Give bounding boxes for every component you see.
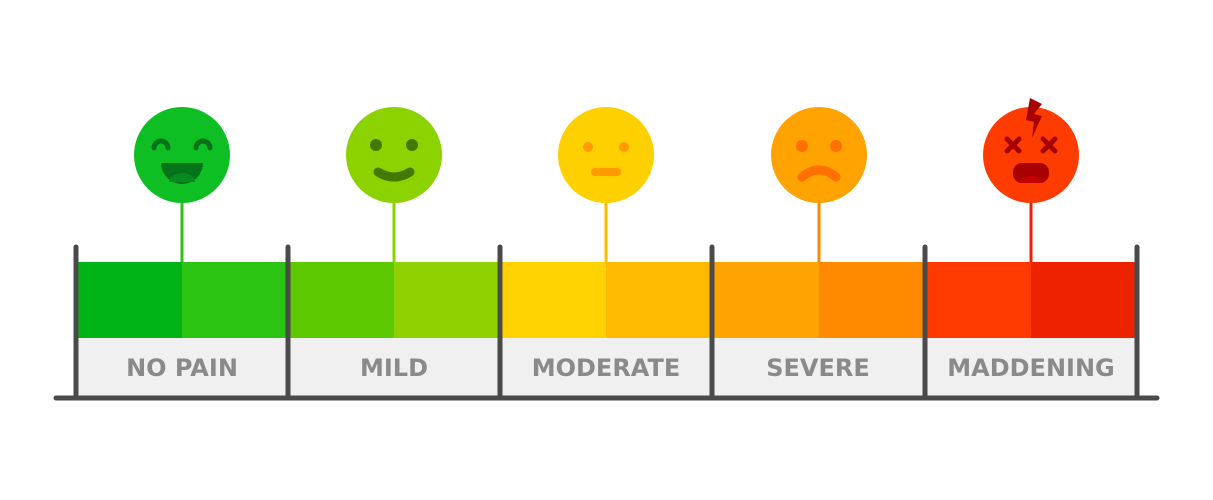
label-0: NO PAIN	[126, 354, 238, 382]
label-bg	[288, 338, 500, 398]
bar-right	[819, 262, 925, 338]
eye	[830, 140, 842, 152]
segment-0	[76, 107, 288, 398]
eye	[370, 139, 382, 151]
x-eyes	[1004, 136, 1058, 154]
eye	[796, 140, 808, 152]
tongue	[169, 173, 195, 182]
mouth	[373, 167, 415, 182]
segment-2	[500, 107, 712, 398]
label-1: MILD	[360, 354, 428, 382]
label-3: SEVERE	[766, 354, 870, 382]
lightning-bolt-icon	[1026, 98, 1042, 138]
eye	[583, 142, 593, 152]
dizzy-pain-face-icon	[983, 98, 1079, 203]
face	[346, 107, 442, 203]
label-bg	[500, 338, 712, 398]
bar-left	[925, 262, 1031, 338]
sad-face-icon	[771, 107, 867, 203]
bar-left	[500, 262, 606, 338]
segment-1	[288, 107, 500, 398]
bar-right	[394, 262, 500, 338]
segment-3	[712, 107, 925, 398]
label-4: MADDENING	[947, 354, 1115, 382]
label-2: MODERATE	[532, 354, 681, 382]
label-bg	[712, 338, 925, 398]
bar-right	[606, 262, 712, 338]
tongue	[1019, 176, 1043, 183]
label-bg	[925, 338, 1137, 398]
face	[771, 107, 867, 203]
label-bg	[76, 338, 288, 398]
face	[134, 107, 230, 203]
eye	[406, 139, 418, 151]
eyes	[151, 138, 213, 151]
bar-left	[712, 262, 819, 338]
bar-right	[1031, 262, 1137, 338]
neutral-face-icon	[558, 107, 654, 203]
bar-left	[76, 262, 182, 338]
segment-4	[925, 98, 1137, 398]
bar-left	[288, 262, 394, 338]
mouth	[1013, 163, 1049, 183]
smiling-face-icon	[346, 107, 442, 203]
laughing-face-icon	[134, 107, 230, 203]
face	[558, 107, 654, 203]
face	[983, 107, 1079, 203]
bar-right	[182, 262, 288, 338]
eye	[619, 142, 629, 152]
mouth	[797, 165, 841, 182]
